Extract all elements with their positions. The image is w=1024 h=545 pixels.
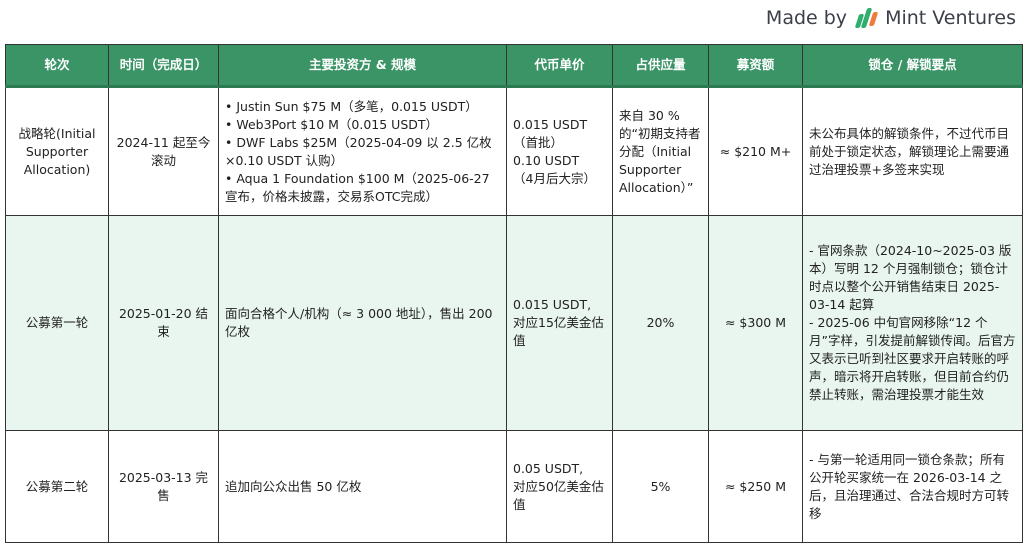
funding-rounds-table: 轮次 时间（完成日） 主要投资方 & 规模 代币单价 占供应量 募资额 锁仓 / 解锁要点 … [5, 44, 1023, 543]
investors-line: • Web3Port $10 M（0.015 USDT） [225, 116, 439, 132]
lock-line: - 官网条款（2024-10~2025-03 版本）写明 12 个月强制锁仓；锁… [809, 243, 1012, 312]
price-line: 0.10 USDT [513, 152, 580, 168]
investors-line: 面向合格个人/机构（≈ 3 000 地址），售出 200 亿枚 [225, 306, 493, 339]
price-line: 0.05 USDT, [513, 460, 584, 476]
column-header: 占供应量 [612, 44, 709, 88]
cell-supply: 20% [612, 215, 709, 431]
cell-lock: - 官网条款（2024-10~2025-03 版本）写明 12 个月强制锁仓；锁… [802, 215, 1023, 431]
column-header: 轮次 [5, 44, 109, 88]
cell-supply: 5% [612, 430, 709, 543]
cell-time: 2024-11 起至今滚动 [108, 86, 219, 216]
cell-time: 2025-01-20 结束 [108, 215, 219, 431]
cell-round: 公募第二轮 [5, 430, 109, 543]
column-header: 代币单价 [506, 44, 613, 88]
column-header: 主要投资方 & 规模 [218, 44, 507, 88]
mint-ventures-logo-icon [854, 6, 879, 30]
cell-raised: ≈ $250 M [708, 430, 803, 543]
cell-supply: 来自 30 %的“初期支持者分配（Initial Supporter Alloc… [612, 86, 709, 216]
lock-line: - 与第一轮适用同一锁仓条款；所有公开轮买家统一在 2026-03-14 之后，… [809, 451, 1010, 521]
cell-lock: - 与第一轮适用同一锁仓条款；所有公开轮买家统一在 2026-03-14 之后，… [802, 430, 1023, 543]
cell-price: 0.015 USDT, 对应15亿美金估值 [506, 215, 613, 431]
table-row: 公募第二轮 2025-03-13 完售 追加向公众出售 50 亿枚 0.05 USDT… [5, 430, 1023, 543]
lock-line: - 2025-06 中旬官网移除“12 个月”字样，引发提前解锁传闻。后官方又表… [809, 315, 1016, 402]
cell-lock: 未公布具体的解锁条件，不过代币目前处于锁定状态，解锁理论上需要通过治理投票+多签… [802, 86, 1023, 216]
cell-round: 战略轮(Initial Supporter Allocation) [5, 86, 109, 216]
made-by-label: Made by [765, 7, 848, 29]
column-header: 募资额 [708, 44, 803, 88]
investors-line: • Aqua 1 Foundation $100 M（2025-06-27宣布，… [225, 170, 490, 204]
column-header: 锁仓 / 解锁要点 [802, 44, 1023, 88]
lock-line: 未公布具体的解锁条件，不过代币目前处于锁定状态，解锁理论上需要通过治理投票+多签… [809, 125, 1010, 177]
investors-line: • DWF Labs $25M（2025-04-09 以 2.5 亿枚×0.10… [225, 134, 492, 168]
price-line: 0.015 USDT [513, 116, 588, 132]
price-line: （4月后大宗） [513, 170, 596, 186]
cell-investors: 面向合格个人/机构（≈ 3 000 地址），售出 200 亿枚 [218, 215, 507, 431]
brand-watermark: Made by Mint Ventures [766, 4, 1016, 32]
cell-time: 2025-03-13 完售 [108, 430, 219, 543]
cell-raised: ≈ $210 M+ [708, 86, 803, 216]
cell-round: 公募第一轮 [5, 215, 109, 431]
cell-raised: ≈ $300 M [708, 215, 803, 431]
cell-price: 0.05 USDT, 对应50亿美金估值 [506, 430, 613, 543]
cell-price: 0.015 USDT （首批） 0.10 USDT （4月后大宗） [506, 86, 613, 216]
brand-name: Mint Ventures [885, 7, 1016, 29]
cell-investors: 追加向公众出售 50 亿枚 [218, 430, 507, 543]
investors-line: 追加向公众出售 50 亿枚 [225, 478, 362, 494]
column-header: 时间（完成日） [108, 44, 219, 88]
cell-investors: • Justin Sun $75 M（多笔，0.015 USDT） • Web3P… [218, 86, 507, 216]
table-row: 战略轮(Initial Supporter Allocation) 2024-11… [5, 86, 1023, 216]
price-line: 对应50亿美金估值 [513, 478, 604, 512]
price-line: 对应15亿美金估值 [513, 315, 604, 348]
price-line: （首批） [513, 134, 564, 150]
investors-line: • Justin Sun $75 M（多笔，0.015 USDT） [225, 98, 478, 114]
price-line: 0.015 USDT, [513, 297, 592, 312]
table-row: 公募第一轮 2025-01-20 结束 面向合格个人/机构（≈ 3 000 地址），… [5, 215, 1023, 431]
